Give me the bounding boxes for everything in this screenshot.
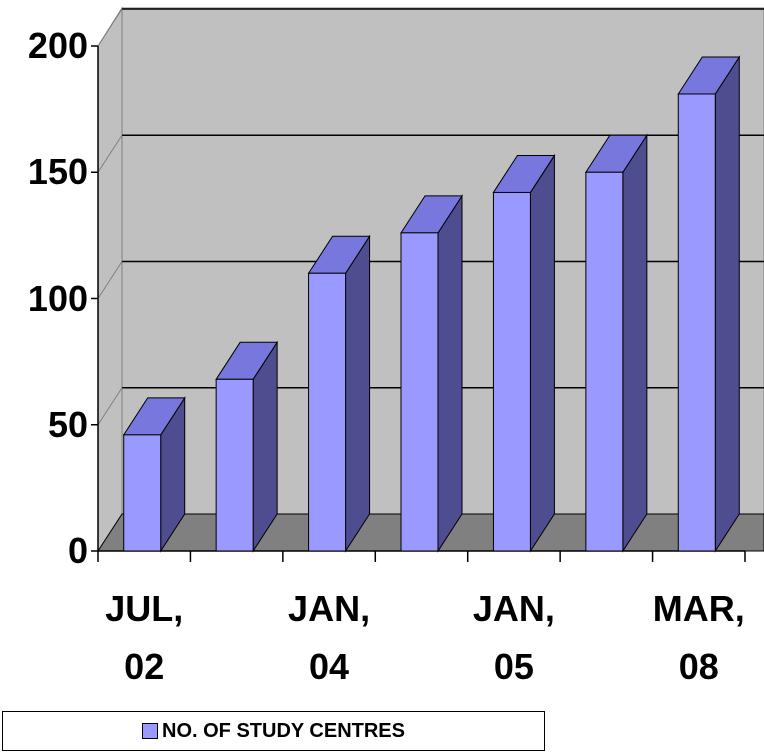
legend: NO. OF STUDY CENTRES [2, 711, 545, 751]
y-tick-label: 100 [27, 277, 88, 319]
legend-label: NO. OF STUDY CENTRES [162, 719, 405, 742]
bar [585, 171, 624, 552]
legend-swatch [142, 723, 158, 739]
y-tick-label: 50 [47, 403, 88, 445]
y-tick-label: 150 [27, 151, 88, 193]
x-tick-label: JUL, 02 [105, 588, 184, 687]
grid-line-side [97, 387, 123, 426]
grid-line-side [97, 134, 123, 173]
bar [677, 93, 716, 552]
x-tick-label: JAN, 05 [472, 588, 555, 687]
bar [308, 272, 347, 552]
grid-line-side [97, 261, 123, 299]
bar [123, 434, 162, 552]
bar [492, 191, 531, 552]
y-tick-label: 0 [67, 530, 88, 571]
y-tick-label: 200 [27, 25, 88, 66]
bar [400, 232, 439, 552]
bar [215, 378, 254, 552]
bar-side [714, 55, 740, 553]
bar-side [622, 133, 648, 553]
bar-side [345, 234, 371, 553]
x-tick-label: MAR, 08 [652, 588, 745, 687]
grid-line-side [97, 8, 123, 47]
bar-side [529, 153, 555, 553]
x-tick-label: JAN, 04 [288, 588, 371, 687]
bar-side [437, 194, 463, 553]
